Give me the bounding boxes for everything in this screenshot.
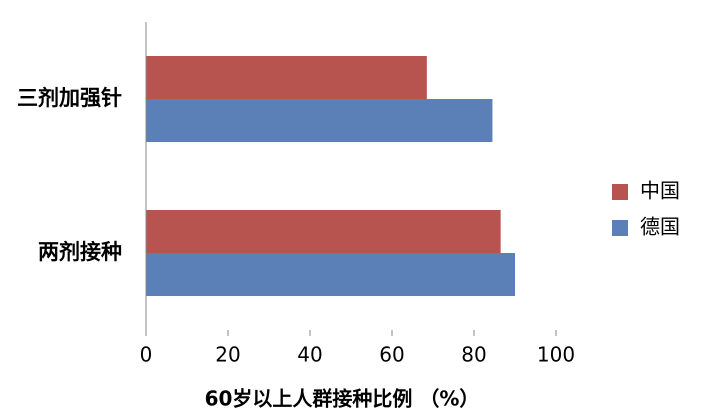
x-tick-label: 0 [140, 343, 153, 367]
legend-swatch [612, 220, 628, 236]
y-tick-label: 两剂接种 [38, 240, 122, 264]
legend-swatch [612, 184, 628, 200]
x-tick-label: 80 [461, 343, 486, 367]
x-tick-label: 100 [537, 343, 575, 367]
legend-label: 德国 [640, 215, 680, 239]
x-tick-label: 40 [297, 343, 322, 367]
y-tick-label: 三剂加强针 [17, 86, 122, 110]
x-tick-label: 60 [379, 343, 404, 367]
legend-label: 中国 [640, 179, 680, 203]
bar [146, 253, 515, 296]
x-tick-label: 20 [215, 343, 240, 367]
bar [146, 56, 427, 99]
bar [146, 99, 493, 142]
bar [146, 210, 501, 253]
x-axis-label: 60岁以上人群接种比例 （%） [205, 387, 480, 411]
